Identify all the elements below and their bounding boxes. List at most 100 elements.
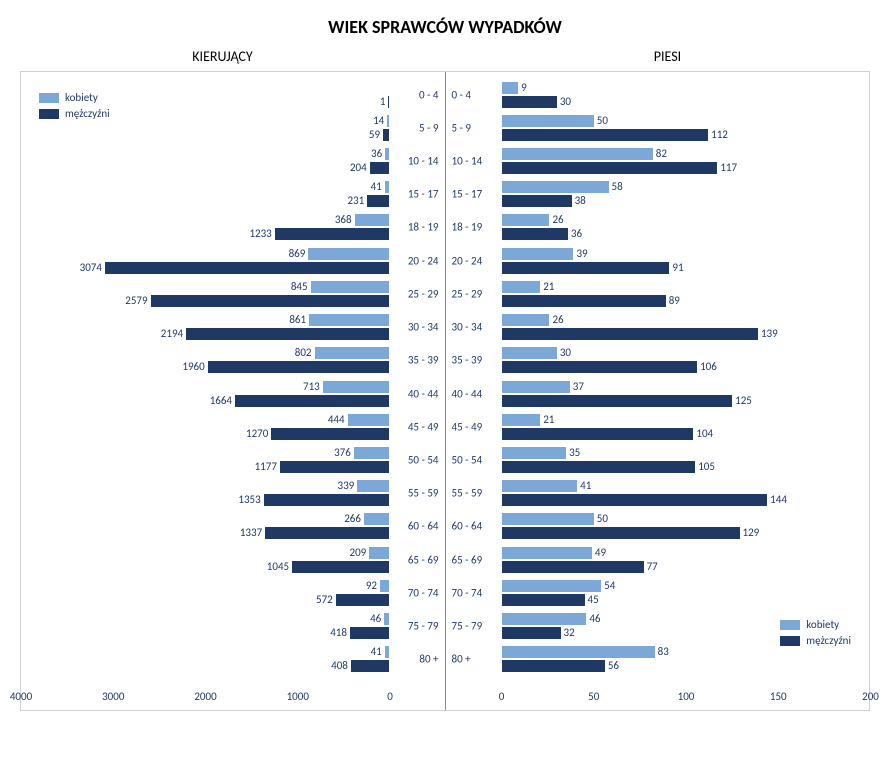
bar-kobiety (502, 82, 519, 94)
bar-value-label: 14 (373, 115, 384, 127)
bar-value-label: 1177 (255, 461, 277, 473)
bar-kobiety (387, 115, 388, 127)
bar-value-label: 1045 (267, 561, 289, 573)
bar-row: 70 - 7492572 (21, 576, 445, 609)
xtick-label: 2000 (194, 690, 216, 703)
xtick-label: 0 (387, 690, 393, 703)
bar-wrap: 45 (446, 594, 870, 606)
bar-wrap: 112 (446, 129, 870, 141)
bar-kobiety (315, 347, 389, 359)
bar-wrap: 82 (446, 148, 870, 160)
legend-label: mężczyźni (806, 634, 851, 647)
bar-kobiety (385, 148, 388, 160)
left-subtitle: KIERUJĄCY (0, 48, 445, 71)
bar-row: 20 - 243991 (446, 244, 870, 277)
bar-value-label: 30 (560, 96, 571, 108)
bar-mezczyzni (502, 328, 758, 340)
legend-swatch (39, 109, 59, 119)
bar-row: 30 - 348612194 (21, 311, 445, 344)
legend-label: mężczyźni (65, 107, 110, 120)
bar-kobiety (355, 214, 389, 226)
bar-value-label: 713 (303, 381, 320, 393)
bar-kobiety (311, 281, 389, 293)
bar-value-label: 41 (371, 646, 382, 658)
bar-wrap: 572 (21, 594, 445, 606)
bar-value-label: 1233 (249, 228, 271, 240)
bar-wrap: 38 (446, 195, 870, 207)
bar-wrap: 50 (446, 513, 870, 525)
xtick-label: 0 (499, 690, 505, 703)
bar-mezczyzni (502, 527, 740, 539)
bar-value-label: 1270 (246, 428, 268, 440)
bar-wrap: 41 (446, 480, 870, 492)
bar-kobiety (502, 281, 541, 293)
bar-mezczyzni (350, 627, 389, 639)
bar-wrap: 869 (21, 248, 445, 260)
bar-wrap: 49 (446, 547, 870, 559)
bar-value-label: 50 (597, 513, 608, 525)
bar-value-label: 92 (366, 580, 377, 592)
right-panel: 0 - 49305 - 95011210 - 148211715 - 17583… (446, 72, 870, 710)
bar-kobiety (502, 181, 609, 193)
bar-mezczyzni (351, 660, 389, 672)
bar-row: 65 - 692091045 (21, 543, 445, 576)
bar-value-label: 58 (612, 181, 623, 193)
bar-value-label: 339 (338, 480, 355, 492)
bar-value-label: 845 (291, 281, 308, 293)
bar-wrap: 117 (446, 162, 870, 174)
bar-value-label: 204 (350, 162, 367, 174)
bar-wrap: 41 (21, 646, 445, 658)
bar-wrap: 26 (446, 214, 870, 226)
bar-value-label: 112 (711, 129, 728, 141)
bar-wrap: 39 (446, 248, 870, 260)
bar-row: 50 - 5435105 (446, 443, 870, 476)
bar-wrap: 861 (21, 314, 445, 326)
bar-mezczyzni (502, 395, 733, 407)
bar-value-label: 139 (761, 328, 778, 340)
bar-value-label: 59 (369, 129, 380, 141)
bar-mezczyzni (208, 361, 389, 373)
right-legend: kobietymężczyźni (780, 615, 851, 650)
legend-mezczyzni: mężczyźni (780, 634, 851, 647)
bar-kobiety (385, 646, 389, 658)
bar-value-label: 32 (564, 627, 575, 639)
chart-title: WIEK SPRAWCÓW WYPADKÓW (0, 0, 890, 48)
legend-label: kobiety (65, 91, 98, 104)
bar-kobiety (502, 414, 541, 426)
bar-wrap: 21 (446, 281, 870, 293)
bar-mezczyzni (502, 594, 585, 606)
bar-row: 18 - 192636 (446, 211, 870, 244)
bar-wrap: 339 (21, 480, 445, 492)
left-plot: 0 - 415 - 9145910 - 143620415 - 17412311… (21, 78, 445, 674)
bar-value-label: 144 (770, 494, 787, 506)
bar-value-label: 125 (735, 395, 752, 407)
left-legend: kobiety mężczyźni (39, 88, 110, 123)
bar-value-label: 38 (575, 195, 586, 207)
left-panel: 0 - 415 - 9145910 - 143620415 - 17412311… (21, 72, 446, 710)
bar-row: 30 - 3426139 (446, 311, 870, 344)
bar-row: 50 - 543761177 (21, 443, 445, 476)
bar-kobiety (308, 248, 388, 260)
bar-value-label: 105 (698, 461, 715, 473)
bar-value-label: 1 (380, 96, 386, 108)
bar-wrap: 92 (21, 580, 445, 592)
legend-swatch (780, 636, 800, 646)
left-xaxis: 01000200030004000 (21, 686, 445, 710)
bar-wrap: 50 (446, 115, 870, 127)
bar-row: 40 - 447131664 (21, 377, 445, 410)
bar-wrap: 139 (446, 328, 870, 340)
bar-value-label: 91 (672, 262, 683, 274)
bar-mezczyzni (502, 96, 557, 108)
bar-kobiety (502, 347, 557, 359)
bar-wrap: 46 (21, 613, 445, 625)
bar-value-label: 41 (371, 181, 382, 193)
bar-value-label: 82 (656, 148, 667, 160)
bar-wrap: 1353 (21, 494, 445, 506)
bar-wrap: 418 (21, 627, 445, 639)
bar-kobiety (323, 381, 389, 393)
bar-value-label: 3074 (80, 262, 102, 274)
xtick-label: 4000 (10, 690, 32, 703)
bar-mezczyzni (502, 228, 568, 240)
bar-value-label: 37 (573, 381, 584, 393)
bar-value-label: 231 (347, 195, 364, 207)
